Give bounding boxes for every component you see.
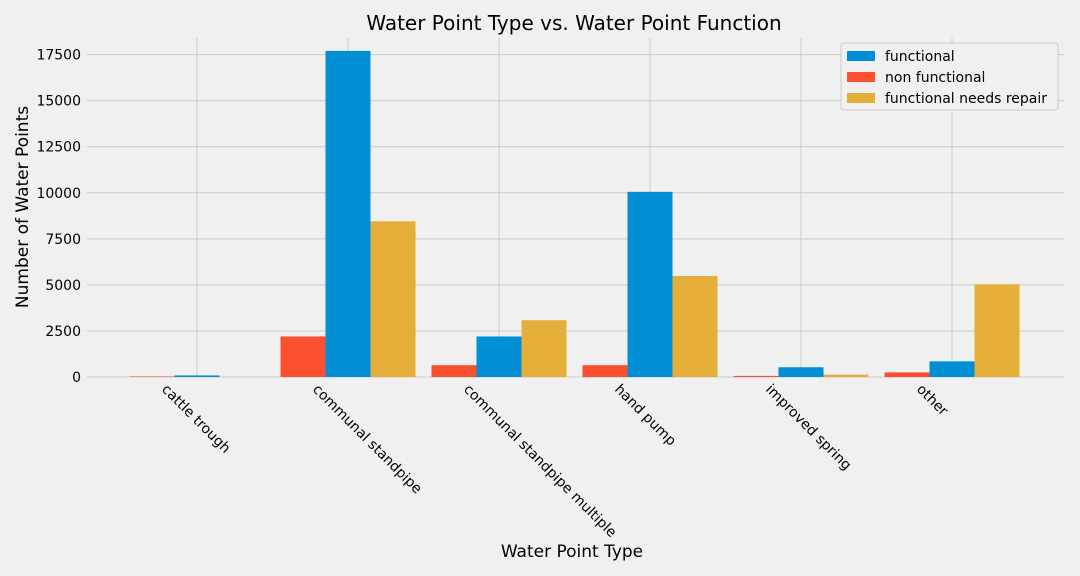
y-tick-label: 17500 <box>36 48 81 64</box>
bar-functional <box>778 367 824 377</box>
y-tick-label: 15000 <box>36 94 81 110</box>
bar-non-functional <box>884 372 930 377</box>
x-tick-label: cattle trough <box>158 382 233 457</box>
chart-title: Water Point Type vs. Water Point Functio… <box>366 11 781 35</box>
bar-functional-needs-repair <box>370 221 416 377</box>
bar-functional-needs-repair <box>672 276 718 377</box>
grid <box>87 38 1064 378</box>
legend: functional non functional functional needs… <box>840 42 1059 111</box>
x-axis-ticks: cattle trough communal standpipe communal … <box>158 382 951 541</box>
y-tick-label: 10000 <box>36 186 81 202</box>
legend-box <box>840 42 1059 111</box>
legend-swatch <box>847 72 875 82</box>
bar-non-functional <box>582 365 628 377</box>
y-tick-label: 5000 <box>45 278 81 294</box>
bar-functional <box>174 375 220 377</box>
x-tick-label: other <box>913 382 951 420</box>
bar-functional <box>929 361 975 377</box>
x-axis-label: Water Point Type <box>501 542 643 562</box>
bar-non-functional <box>129 376 175 377</box>
x-tick-label: communal standpipe <box>309 382 425 498</box>
y-axis-label: Number of Water Points <box>13 106 33 308</box>
bar-non-functional <box>733 375 779 377</box>
bar-functional-needs-repair <box>521 320 567 377</box>
y-axis-ticks: 0 2500 5000 7500 10000 12500 15000 17500 <box>36 48 81 386</box>
y-tick-label: 2500 <box>45 324 81 340</box>
x-tick-label: improved spring <box>762 382 854 474</box>
y-tick-label: 12500 <box>36 140 81 156</box>
bar-non-functional <box>280 336 326 377</box>
bar-non-functional <box>431 365 477 377</box>
y-tick-label: 7500 <box>45 232 81 248</box>
legend-swatch <box>847 93 875 103</box>
bar-functional <box>627 191 673 377</box>
legend-label: functional <box>885 49 955 65</box>
bars <box>129 50 1020 378</box>
legend-swatch <box>847 51 875 61</box>
bar-functional-needs-repair <box>974 284 1020 377</box>
x-tick-label: communal standpipe multiple <box>460 382 619 541</box>
legend-label: non functional <box>885 70 985 86</box>
y-tick-label: 0 <box>72 370 81 386</box>
bar-functional <box>325 50 371 378</box>
bar-functional-needs-repair <box>823 374 869 377</box>
x-tick-label: hand pump <box>611 382 679 450</box>
legend-label: functional needs repair <box>885 91 1047 107</box>
bar-functional <box>476 336 522 377</box>
